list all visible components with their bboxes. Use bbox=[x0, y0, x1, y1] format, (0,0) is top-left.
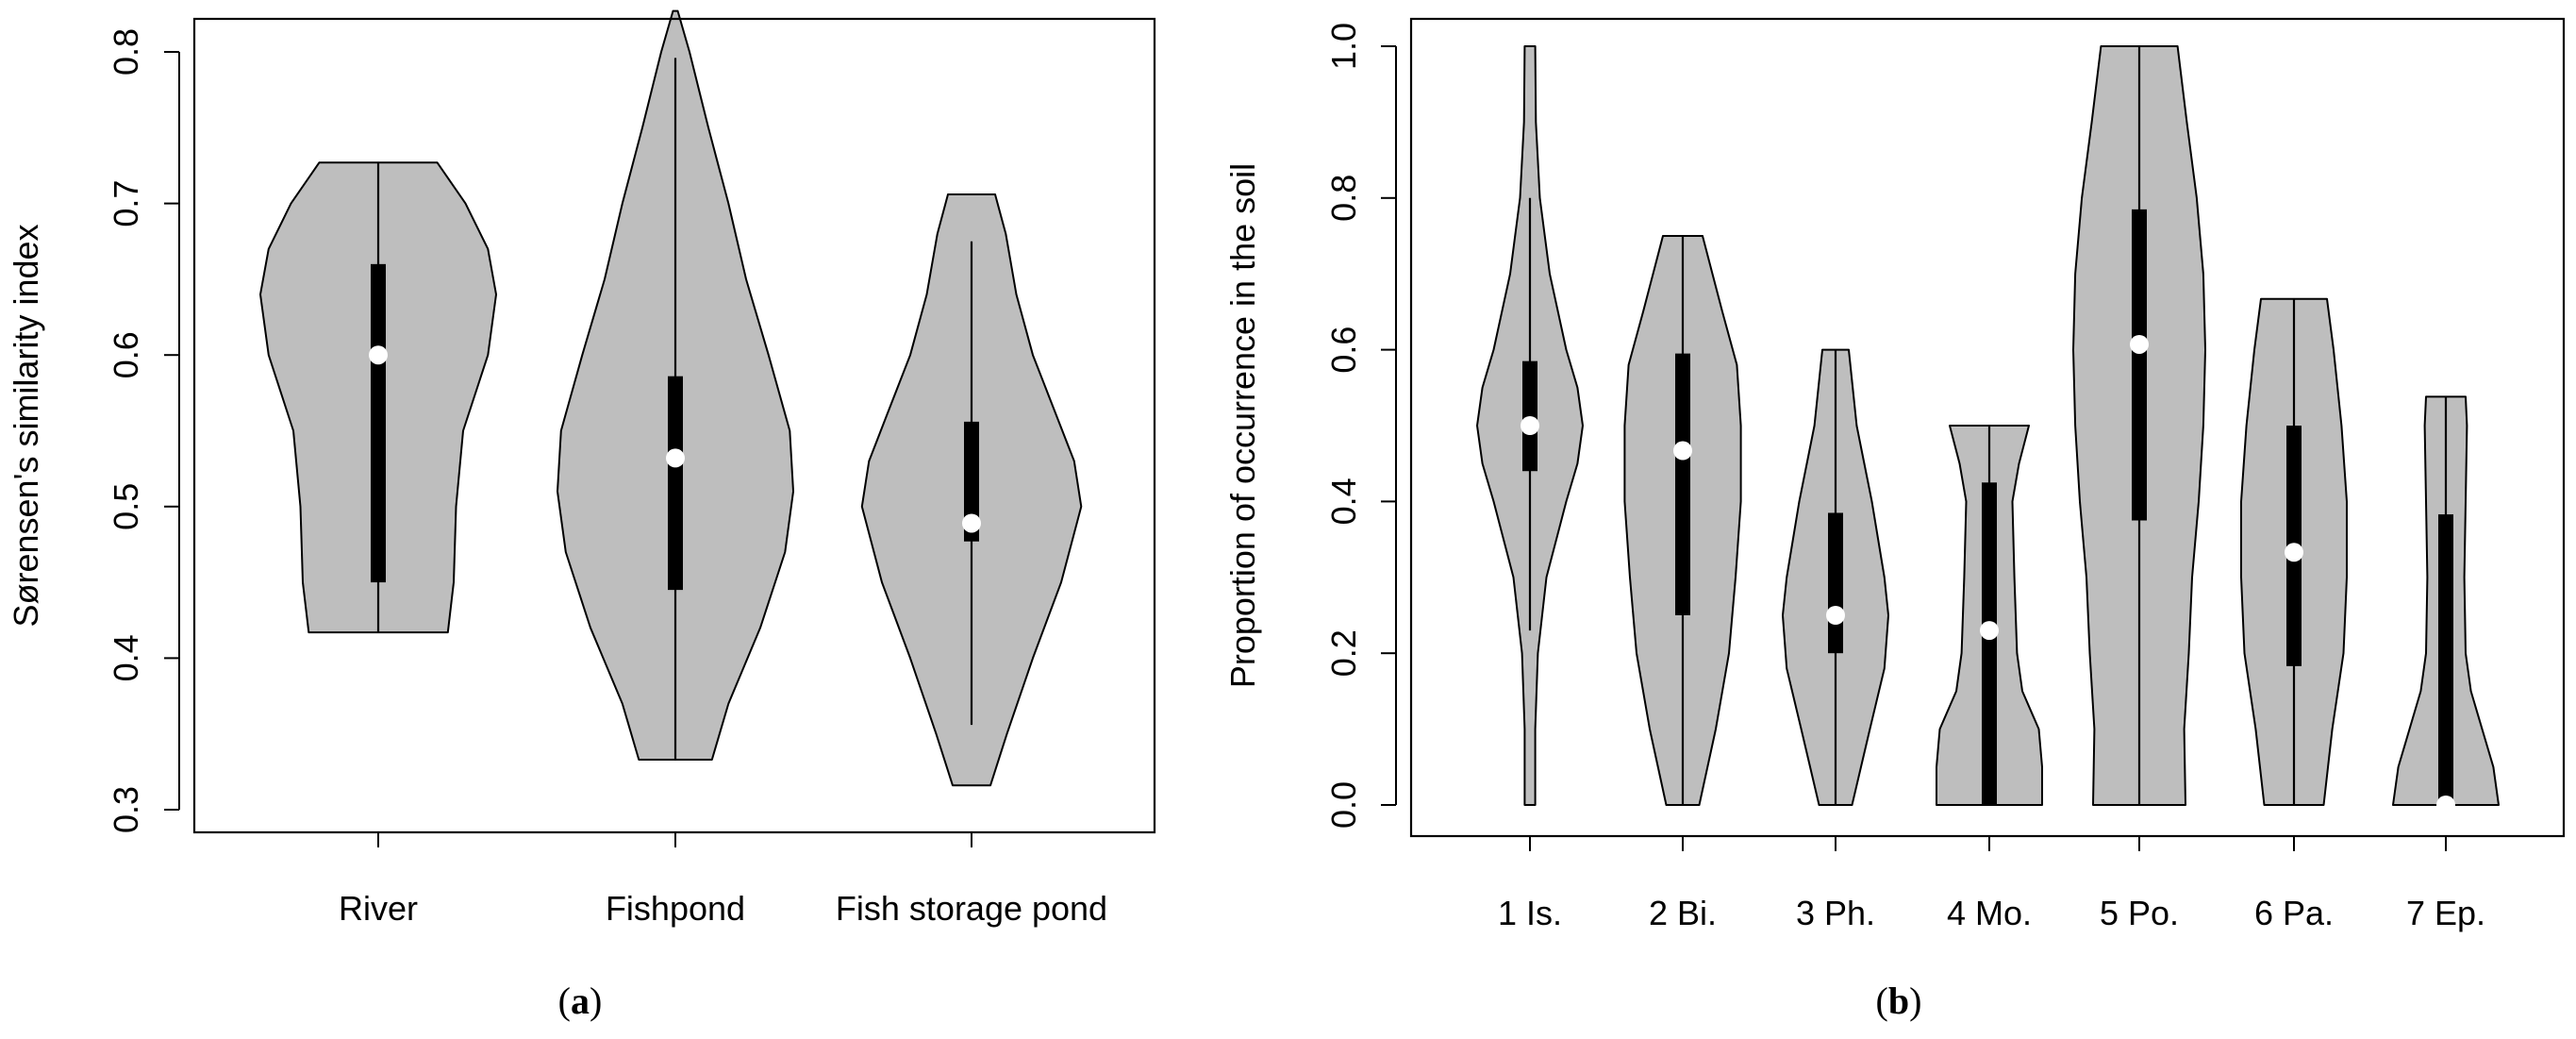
panel-a-chart: 0.3 0.4 0.5 0.6 0.7 0.8 River Fishpond Fish sto… bbox=[7, 9, 1156, 1022]
panel-a-x-axis: River Fishpond Fish storage pond bbox=[339, 832, 1107, 928]
y-tick-label: 0.4 bbox=[107, 634, 145, 681]
panel-a-violins bbox=[259, 9, 1083, 787]
y-tick-label: 0.5 bbox=[107, 483, 145, 530]
x-tick-label: 6 Pa. bbox=[2254, 894, 2334, 932]
violin-median-point bbox=[666, 448, 685, 468]
x-tick-label: 2 Bi. bbox=[1649, 894, 1717, 932]
violin-5 bbox=[2072, 45, 2206, 806]
panel-b-plot-frame bbox=[1409, 17, 2566, 838]
y-tick-label: 0.2 bbox=[1324, 629, 1363, 677]
violin-2 bbox=[1623, 235, 1742, 806]
y-tick-label: 0.8 bbox=[107, 28, 145, 75]
panel-b-x-axis: 1 Is. 2 Bi. 3 Ph. 4 Mo. 5 Po. 6 Pa. 7 Ep. bbox=[1498, 836, 2485, 932]
panel-b-caption: (b) bbox=[1876, 980, 1922, 1022]
y-tick-label: 0.0 bbox=[1324, 781, 1363, 829]
panel-a-caption: (a) bbox=[558, 980, 603, 1022]
violin-6 bbox=[2240, 297, 2348, 806]
violin-median-point bbox=[1521, 416, 1539, 435]
panel-b-chart: 0.0 0.2 0.4 0.6 0.8 1.0 1 Is. 2 Bi. 3 Ph. 4 Mo. 5… bbox=[1223, 17, 2566, 1022]
violin-median-point bbox=[369, 345, 388, 365]
violin-iqr-box bbox=[1522, 360, 1537, 472]
violin-iqr-box bbox=[668, 376, 683, 591]
violin-iqr-box bbox=[1828, 512, 1843, 654]
violin-median-point bbox=[2436, 796, 2455, 814]
y-tick-label: 0.4 bbox=[1324, 478, 1363, 525]
x-tick-label: 7 Ep. bbox=[2406, 894, 2485, 932]
panel-a-y-axis-label: Sørensen's similarity index bbox=[7, 224, 45, 627]
violin-3 bbox=[860, 193, 1083, 787]
violin-iqr-box bbox=[964, 421, 979, 542]
y-tick-label: 0.8 bbox=[1324, 175, 1363, 222]
y-tick-label: 1.0 bbox=[1324, 23, 1363, 70]
y-tick-label: 0.6 bbox=[1324, 327, 1363, 374]
violin-iqr-box bbox=[1982, 482, 1997, 805]
violin-4 bbox=[1936, 425, 2043, 806]
panel-b-y-axis-label: Proportion of occurrence in the soil bbox=[1223, 163, 1262, 688]
panel-a-y-axis: 0.3 0.4 0.5 0.6 0.7 0.8 bbox=[107, 28, 180, 833]
violin-median-point bbox=[1980, 621, 1999, 641]
x-tick-label: Fish storage pond bbox=[836, 889, 1107, 928]
violin-1 bbox=[259, 161, 497, 634]
panel-b-violins bbox=[1476, 45, 2500, 814]
violin-iqr-box bbox=[371, 263, 386, 583]
violin-median-point bbox=[1673, 441, 1692, 461]
violin-7 bbox=[2392, 395, 2500, 814]
violin-iqr-box bbox=[2438, 514, 2453, 805]
violin-median-point bbox=[962, 513, 981, 533]
y-tick-label: 0.6 bbox=[107, 331, 145, 378]
violin-median-point bbox=[1826, 606, 1845, 625]
violin-median-point bbox=[2285, 543, 2303, 562]
x-tick-label: 5 Po. bbox=[2100, 894, 2179, 932]
violin-iqr-box bbox=[1675, 353, 1690, 615]
panel-b-y-axis: 0.0 0.2 0.4 0.6 0.8 1.0 bbox=[1324, 23, 1397, 829]
violin-3 bbox=[1782, 348, 1889, 806]
violin-2 bbox=[557, 9, 794, 761]
violin-median-point bbox=[2130, 334, 2149, 354]
violin-iqr-box bbox=[2132, 209, 2147, 521]
x-tick-label: 1 Is. bbox=[1498, 894, 1562, 932]
y-tick-label: 0.3 bbox=[107, 786, 145, 833]
y-tick-label: 0.7 bbox=[107, 180, 145, 227]
violin-1 bbox=[1476, 45, 1584, 806]
x-tick-label: 4 Mo. bbox=[1947, 894, 2032, 932]
x-tick-label: 3 Ph. bbox=[1796, 894, 1875, 932]
x-tick-label: River bbox=[339, 889, 418, 928]
x-tick-label: Fishpond bbox=[606, 889, 745, 928]
